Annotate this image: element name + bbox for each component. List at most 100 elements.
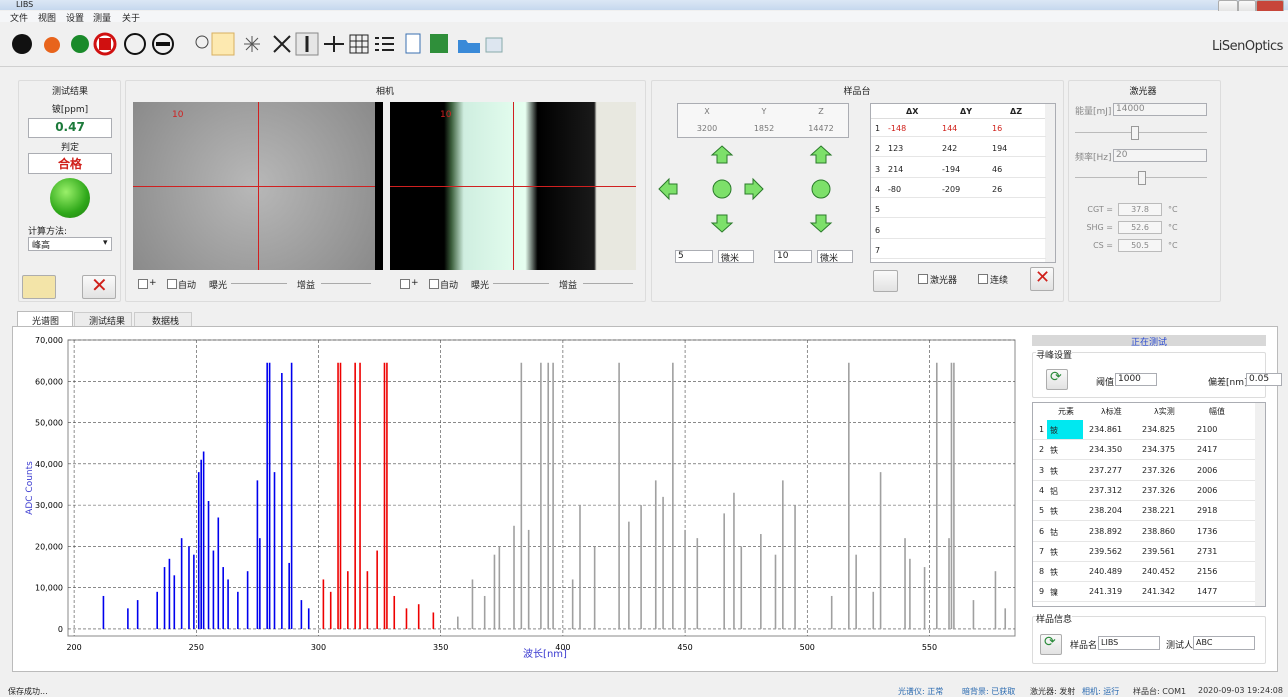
slider[interactable] [321, 283, 371, 284]
tool-icon[interactable] [212, 33, 234, 55]
element-label: 铍[ppm] [52, 102, 88, 115]
status-message: 保存成功... [8, 686, 48, 697]
slider-thumb[interactable] [1131, 126, 1139, 140]
row-rule [1033, 601, 1255, 602]
position-value: 1852 [754, 124, 774, 133]
step-unit: 微米 [820, 251, 838, 264]
column-header: 幅值 [1209, 406, 1225, 417]
tool-icon[interactable] [12, 34, 32, 54]
status-item: 光谱仪: 正常 [898, 686, 943, 697]
app-window: LIBS 文件 视图 设置 测量 关于 LiSenOptics 测试结果 铍[p… [0, 0, 1288, 697]
clear-icon: ✕ [91, 273, 108, 297]
judgement-label: 判定 [61, 140, 79, 153]
freq-label: 频率[Hz] [1075, 150, 1112, 163]
tester: ABC [1196, 638, 1212, 647]
tool-icon[interactable] [486, 38, 502, 52]
cell: 234.861 [1089, 425, 1122, 434]
scrollbar[interactable] [1045, 104, 1055, 262]
cell: 238.204 [1089, 506, 1122, 515]
menu-item[interactable]: 文件 [10, 11, 28, 24]
page: LIBS {"window":{"title":"LIBS","menu":["… [0, 0, 1288, 697]
cell: 2918 [1197, 506, 1217, 515]
z-up[interactable] [811, 146, 831, 163]
cell: 2 [1039, 445, 1044, 454]
arrow-right[interactable] [745, 179, 763, 199]
status-item: 相机: 运行 [1082, 686, 1119, 697]
temp-label: CS = [1093, 241, 1113, 250]
x-tick-label: 400 [555, 643, 570, 652]
menu-item[interactable]: 关于 [122, 11, 140, 24]
check-box[interactable] [978, 274, 988, 284]
tool-icon[interactable] [196, 36, 208, 48]
tool-icon[interactable] [406, 34, 420, 53]
tool-icon[interactable] [125, 34, 145, 54]
menu-item[interactable]: 设置 [66, 11, 84, 24]
step-value: 10 [777, 251, 788, 261]
tool-icon[interactable] [430, 34, 448, 53]
menu-item[interactable]: 测量 [93, 11, 111, 24]
arrow-left[interactable] [659, 179, 677, 199]
cell: -148 [888, 124, 906, 133]
z-down[interactable] [811, 215, 831, 232]
control-label: + [411, 278, 419, 288]
check-box[interactable] [138, 279, 148, 289]
column-header: 元素 [1058, 406, 1074, 417]
panel-title: 样品台 [843, 84, 870, 97]
slider[interactable] [231, 283, 287, 284]
report-button[interactable] [22, 275, 56, 299]
axis-header: X [704, 107, 709, 116]
tool-icon[interactable] [71, 35, 89, 53]
y-tick-label: 70,000 [35, 336, 63, 345]
y-axis-label: ADC Counts [25, 461, 35, 515]
y-tick-label: 20,000 [35, 542, 63, 551]
x-tick-label: 450 [677, 643, 692, 652]
column-header: λ实测 [1154, 406, 1175, 417]
check-box[interactable] [429, 279, 439, 289]
z-home[interactable] [812, 180, 830, 198]
tool-icon [99, 38, 111, 50]
tool-icon[interactable] [324, 36, 344, 52]
tool-icon[interactable] [458, 40, 480, 53]
check-box[interactable] [918, 274, 928, 284]
panel-title: 激光器 [1129, 84, 1156, 97]
cell: 2417 [1197, 445, 1217, 454]
tool-icon[interactable] [350, 35, 368, 53]
row-rule [1033, 439, 1255, 440]
control-label: 自动 [178, 278, 196, 291]
arrow-down[interactable] [712, 215, 732, 232]
tolerance-label: 偏差[nm] [1208, 375, 1248, 388]
cell: 1 [875, 124, 880, 133]
row-rule [871, 197, 1046, 198]
row-rule [871, 258, 1046, 259]
menu-item[interactable]: 视图 [38, 11, 56, 24]
tool-icon[interactable] [44, 37, 60, 53]
cell: 3 [875, 165, 880, 174]
y-tick-label: 0 [58, 625, 63, 634]
cell: 7 [1039, 547, 1044, 556]
y-tick-label: 40,000 [35, 460, 63, 469]
window-title: LIBS [16, 0, 33, 9]
check-box[interactable] [167, 279, 177, 289]
tool-icon[interactable] [244, 36, 260, 52]
temp-label: SHG = [1086, 223, 1113, 232]
x-tick-label: 200 [66, 643, 81, 652]
check-box[interactable] [400, 279, 410, 289]
panel-title: 相机 [376, 84, 394, 97]
slider-thumb[interactable] [1138, 171, 1146, 185]
slider[interactable] [493, 283, 549, 284]
slider[interactable] [1075, 132, 1207, 133]
tool-icon[interactable] [274, 36, 290, 52]
stage-button[interactable] [873, 270, 898, 292]
brand-logo: LiSenOptics [1212, 39, 1283, 54]
cell: 6 [1039, 527, 1044, 536]
cell: 123 [888, 144, 903, 153]
slider[interactable] [583, 283, 633, 284]
cell: 2 [875, 144, 880, 153]
column-header: ΔX [906, 107, 918, 116]
scrollbar[interactable] [1255, 403, 1265, 606]
tool-icon[interactable] [375, 38, 394, 50]
cell: 239.561 [1142, 547, 1175, 556]
row-rule [871, 136, 1046, 137]
home-button[interactable] [713, 180, 731, 198]
arrow-up[interactable] [712, 146, 732, 163]
